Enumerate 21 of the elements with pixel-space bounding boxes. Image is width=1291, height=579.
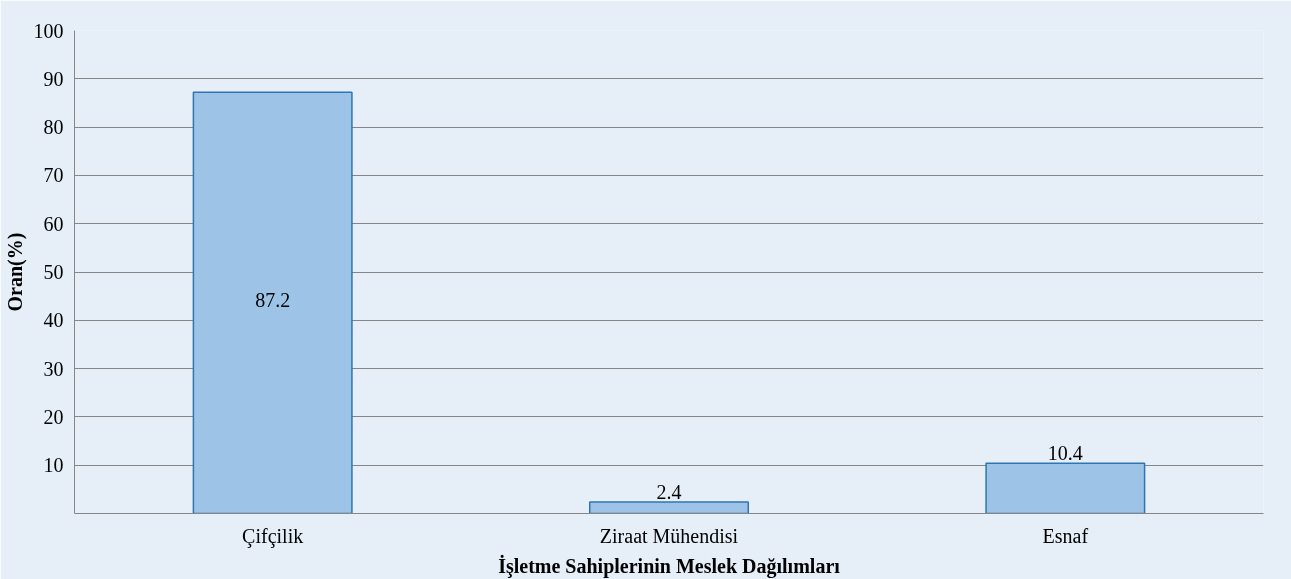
y-tick-label: 50 xyxy=(43,261,64,283)
y-tick-label: 10 xyxy=(43,454,64,477)
y-tick-label: 90 xyxy=(43,67,64,90)
bar xyxy=(985,462,1146,514)
y-tick-label: 30 xyxy=(43,357,64,380)
y-tick-label: 40 xyxy=(43,309,64,332)
y-tick-label: 20 xyxy=(43,405,64,428)
data-label: 10.4 xyxy=(1047,442,1083,465)
data-label: 2.4 xyxy=(656,480,682,503)
x-axis-title: İşletme Sahiplerinin Meslek Dağılımları xyxy=(498,553,841,578)
x-tick-label: Çifçilik xyxy=(242,524,304,548)
y-tick-label: 60 xyxy=(43,212,64,235)
data-label: 87.2 xyxy=(255,288,291,311)
y-tick-label: 80 xyxy=(43,116,64,139)
y-axis-title: Oran(%) xyxy=(3,232,27,312)
bar xyxy=(192,91,353,514)
y-tick-label: 100 xyxy=(33,19,64,42)
bar xyxy=(588,501,750,514)
x-tick-label: Ziraat Mühendisi xyxy=(599,524,739,547)
x-tick-label: Esnaf xyxy=(1042,524,1089,547)
y-tick-label: 70 xyxy=(43,164,64,187)
